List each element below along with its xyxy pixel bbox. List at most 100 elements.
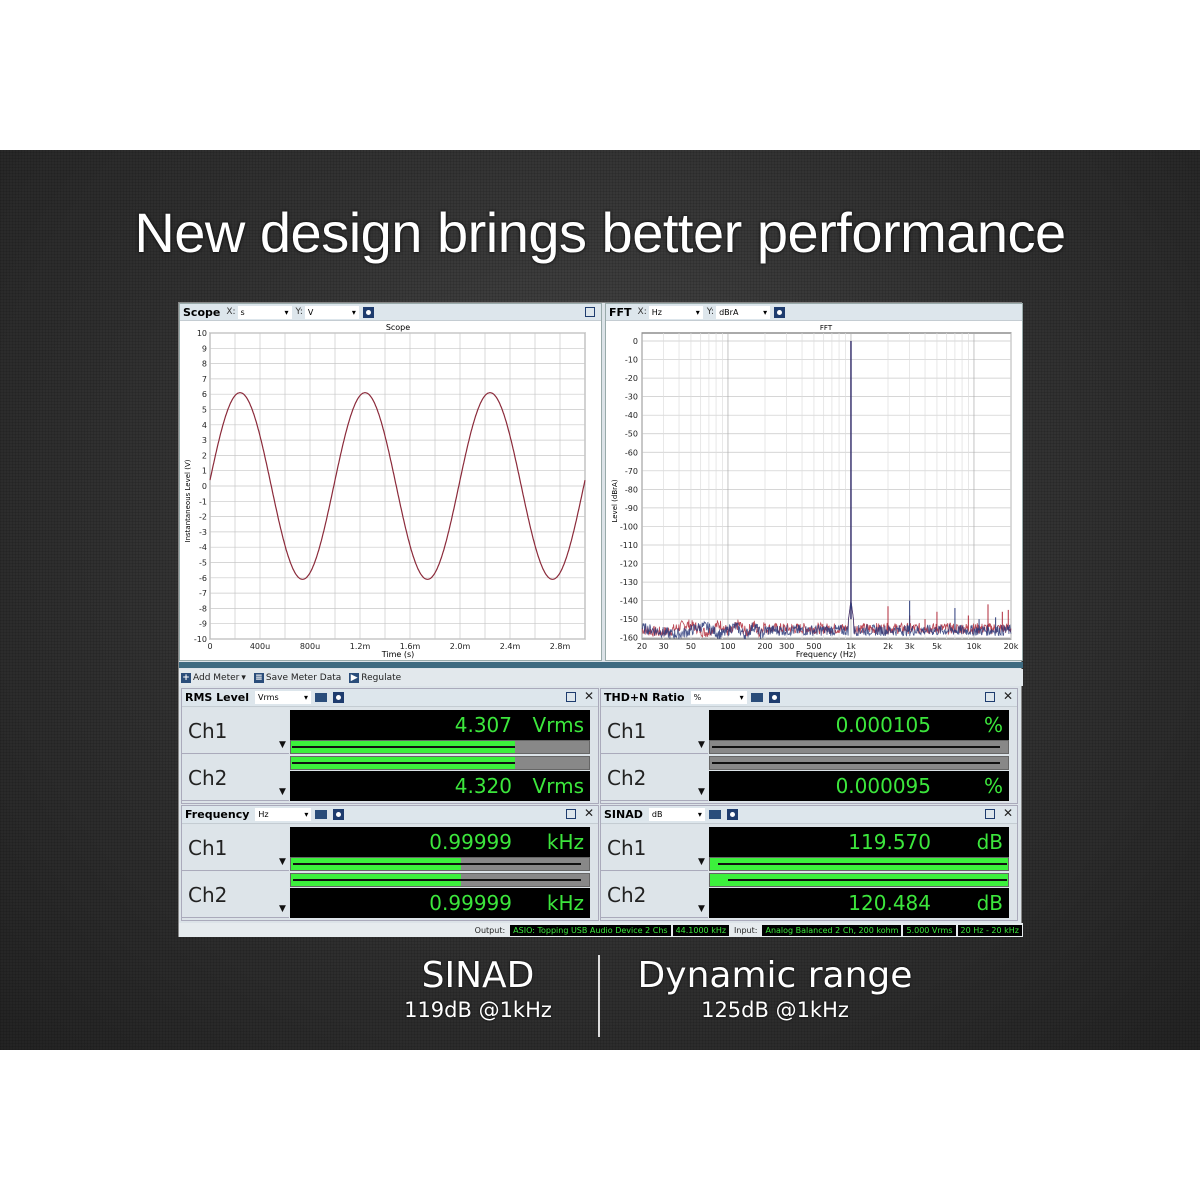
svg-text:2.4m: 2.4m bbox=[500, 642, 521, 651]
svg-text:5: 5 bbox=[202, 406, 207, 415]
svg-text:3k: 3k bbox=[905, 642, 915, 651]
popout-icon[interactable] bbox=[985, 692, 995, 702]
meter-toolbar: + Add Meter ▾ ≡ Save Meter Data ▶ Regulate bbox=[179, 669, 1023, 686]
x-unit-select[interactable]: Hz ▾ bbox=[648, 305, 703, 319]
meter-unit: Vrms bbox=[532, 713, 584, 737]
headline: New design brings better performance bbox=[134, 201, 1066, 264]
gear-icon[interactable] bbox=[333, 809, 345, 820]
gear-icon[interactable] bbox=[362, 306, 374, 318]
input-device[interactable]: Analog Balanced 2 Ch, 200 kohm bbox=[762, 924, 902, 936]
status-bar: Output: ASIO: Topping USB Audio Device 2… bbox=[179, 923, 1023, 937]
svg-text:-50: -50 bbox=[625, 430, 638, 439]
meter-bar bbox=[709, 740, 1009, 754]
chevron-down-icon: ▼ bbox=[698, 904, 705, 914]
meter-bar bbox=[290, 740, 590, 754]
dynamic-range-stat-title: Dynamic range bbox=[637, 955, 913, 996]
y-unit-select[interactable]: V ▾ bbox=[304, 305, 359, 319]
meter-row-ch2: Ch2 ▼ 0.000095% bbox=[601, 755, 1017, 801]
meter-row-ch1: Ch1 ▼ 4.307 Vrms bbox=[182, 708, 598, 754]
meter-bar bbox=[290, 756, 590, 770]
meter-readout: 4.320 Vrms bbox=[290, 771, 590, 801]
popout-icon[interactable] bbox=[566, 809, 576, 819]
svg-text:300: 300 bbox=[779, 642, 794, 651]
close-icon[interactable]: ✕ bbox=[1002, 806, 1013, 820]
channel-select[interactable]: Ch1 ▼ bbox=[182, 708, 289, 754]
channel-select[interactable]: Ch2 ▼ bbox=[182, 872, 289, 918]
unit-select[interactable]: % ▾ bbox=[690, 691, 747, 704]
fft-chart: FFT 0 -10 -20 -30 -40 -50 -60 -70 -80 -90 -100 -110… bbox=[611, 324, 1019, 659]
meter-readout: 0.99999 kHz bbox=[290, 888, 590, 918]
meter-value: 119.570 bbox=[848, 830, 931, 854]
fft-title: FFT bbox=[609, 305, 632, 319]
svg-text:-140: -140 bbox=[620, 597, 638, 606]
y-unit-select[interactable]: dBrA ▾ bbox=[716, 305, 771, 319]
svg-text:-130: -130 bbox=[620, 578, 638, 587]
channel-select[interactable]: Ch1 ▼ bbox=[601, 708, 708, 754]
meter-title: Frequency bbox=[185, 808, 250, 821]
svg-text:10: 10 bbox=[197, 329, 207, 338]
meter-row-ch1: Ch1 ▼ 119.570 dB bbox=[601, 825, 1017, 871]
svg-text:-150: -150 bbox=[620, 615, 638, 624]
chevron-down-icon: ▾ bbox=[739, 693, 744, 702]
channel-select[interactable]: Ch1 ▼ bbox=[601, 825, 708, 871]
svg-text:4: 4 bbox=[202, 421, 207, 430]
svg-text:500: 500 bbox=[806, 642, 821, 651]
gear-icon[interactable] bbox=[726, 809, 738, 820]
unit-select[interactable]: Hz ▾ bbox=[255, 808, 312, 821]
display-mode-icon[interactable] bbox=[750, 693, 763, 702]
channel-select[interactable]: Ch2 ▼ bbox=[182, 755, 289, 801]
chevron-down-icon: ▼ bbox=[279, 857, 286, 867]
sinad-stat-value: 119dB @1kHz bbox=[404, 998, 552, 1022]
channel-select[interactable]: Ch2 ▼ bbox=[601, 872, 708, 918]
svg-text:-30: -30 bbox=[625, 393, 638, 402]
gear-icon[interactable] bbox=[333, 692, 345, 703]
sample-rate[interactable]: 44.1000 kHz bbox=[672, 924, 730, 936]
unit-select[interactable]: Vrms ▾ bbox=[255, 691, 312, 704]
meter-value: 4.320 bbox=[454, 774, 512, 798]
bandwidth[interactable]: 20 Hz - 20 kHz bbox=[957, 924, 1022, 936]
meter-value: 4.307 bbox=[454, 713, 512, 737]
meter-unit: % bbox=[983, 774, 1003, 798]
add-meter-button[interactable]: + Add Meter ▾ bbox=[181, 672, 246, 683]
display-mode-icon[interactable] bbox=[315, 693, 328, 702]
save-meter-data-button[interactable]: ≡ Save Meter Data bbox=[253, 672, 342, 683]
y-axis-label: Y: bbox=[706, 307, 715, 317]
channel-select[interactable]: Ch1 ▼ bbox=[182, 825, 289, 871]
input-range[interactable]: 5.000 Vrms bbox=[903, 924, 956, 936]
thdn-ratio-meter: THD+N Ratio % ▾ ✕ Ch1 ▼ 0.000105% Ch2 ▼ 0.0… bbox=[600, 688, 1018, 804]
panel-splitter[interactable] bbox=[179, 662, 1023, 668]
unit-select[interactable]: dB ▾ bbox=[648, 808, 705, 821]
input-label: Input: bbox=[734, 925, 758, 935]
meter-readout: 0.99999 kHz bbox=[290, 827, 590, 857]
svg-text:1.6m: 1.6m bbox=[400, 642, 421, 651]
meter-bar-line bbox=[293, 879, 581, 881]
svg-text:-4: -4 bbox=[199, 543, 207, 552]
svg-text:2.8m: 2.8m bbox=[550, 642, 571, 651]
output-device[interactable]: ASIO: Topping USB Audio Device 2 Chs bbox=[510, 924, 671, 936]
meter-bar bbox=[290, 873, 590, 887]
popout-icon[interactable] bbox=[585, 307, 595, 317]
svg-text:-7: -7 bbox=[199, 589, 207, 598]
close-icon[interactable]: ✕ bbox=[1002, 689, 1013, 703]
close-icon[interactable]: ✕ bbox=[583, 689, 594, 703]
meter-value: 0.99999 bbox=[429, 891, 512, 915]
stats-section: SINAD 119dB @1kHz Dynamic range 125dB @1… bbox=[0, 955, 1200, 1045]
display-mode-icon[interactable] bbox=[315, 810, 328, 819]
meter-readout: 0.000105% bbox=[709, 710, 1009, 740]
display-mode-icon[interactable] bbox=[708, 810, 721, 819]
fft-header: FFT X: Hz ▾ Y: dBrA ▾ bbox=[606, 304, 1022, 321]
popout-icon[interactable] bbox=[566, 692, 576, 702]
regulate-button[interactable]: ▶ Regulate bbox=[349, 672, 402, 683]
gear-icon[interactable] bbox=[768, 692, 780, 703]
svg-text:30: 30 bbox=[659, 642, 669, 651]
meter-readout: 119.570 dB bbox=[709, 827, 1009, 857]
chevron-down-icon: ▼ bbox=[279, 740, 286, 750]
svg-text:-110: -110 bbox=[620, 541, 638, 550]
popout-icon[interactable] bbox=[985, 809, 995, 819]
meter-unit: kHz bbox=[546, 891, 584, 915]
chevron-down-icon: ▾ bbox=[304, 693, 309, 702]
channel-select[interactable]: Ch2 ▼ bbox=[601, 755, 708, 801]
gear-icon[interactable] bbox=[774, 306, 786, 318]
close-icon[interactable]: ✕ bbox=[583, 806, 594, 820]
x-unit-select[interactable]: s ▾ bbox=[237, 305, 292, 319]
